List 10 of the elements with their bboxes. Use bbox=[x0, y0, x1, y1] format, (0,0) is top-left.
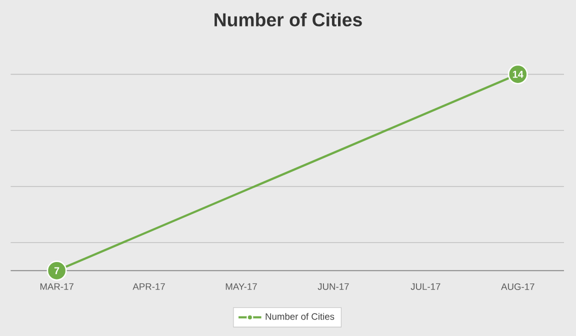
chart-title: Number of Cities bbox=[214, 12, 362, 26]
x-tick-label: APR-17 bbox=[132, 283, 165, 290]
x-tick-label: MAR-17 bbox=[40, 283, 74, 290]
x-tick-label: MAY-17 bbox=[226, 283, 257, 290]
data-label: 14 bbox=[512, 70, 524, 78]
data-label: 7 bbox=[54, 267, 60, 274]
x-tick-label: AUG-17 bbox=[501, 283, 534, 290]
x-tick-label: JUL-17 bbox=[410, 283, 440, 290]
legend-label: Number of Cities bbox=[266, 312, 334, 320]
x-tick-label: JUN-17 bbox=[318, 283, 349, 290]
